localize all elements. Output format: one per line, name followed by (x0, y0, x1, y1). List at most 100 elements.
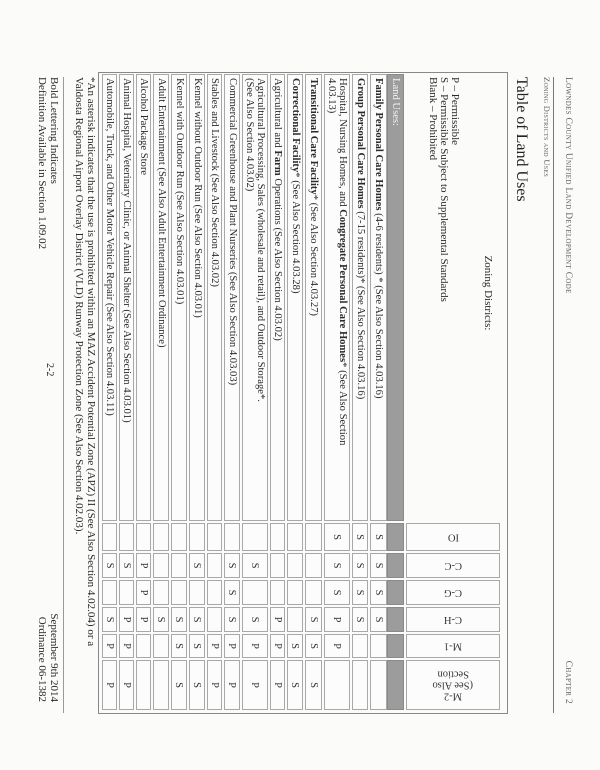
column-header-label: M-1 (443, 640, 463, 652)
permission-cell (207, 523, 222, 551)
permission-cell: S (224, 553, 240, 578)
permission-cell: S (287, 660, 303, 710)
land-use-text-part: (7-15 residents)* (See Also Section 4.03… (354, 208, 366, 400)
permission-cell: S (189, 607, 205, 632)
land-use-text-part: Stables and Livestock (See Also Section … (209, 78, 221, 287)
permission-cell (242, 523, 268, 551)
land-use-text: Kennel with Outdoor Run (See Also Sectio… (173, 78, 185, 304)
permission-cell: S (370, 580, 387, 605)
permission-cell: P (224, 660, 240, 710)
land-use-text: Alcohol Package Store (138, 78, 150, 176)
permission-cell: S (224, 607, 240, 632)
defined-term: Correctional Facility (289, 78, 301, 173)
permission-cell (189, 523, 205, 551)
land-use-text: Agricultural Processing, Sales (wholesal… (244, 78, 267, 402)
permission-cell (136, 523, 151, 551)
column-header: M-1 (406, 634, 500, 658)
land-use-name: Adult Entertainment (See Also Adult Ente… (153, 74, 169, 521)
permission-cell (242, 580, 268, 605)
land-use-text-part: Agricultural and (272, 78, 284, 151)
permission-cell (352, 660, 368, 710)
land-use-name: Stables and Livestock (See Also Section … (207, 74, 222, 521)
land-use-name: Agricultural and Farm Operations (See Al… (270, 74, 285, 521)
land-use-name: Hospital, Nursing Homes, and Congregate … (324, 74, 350, 521)
land-use-text: Correctional Facility* (See Also Section… (289, 78, 301, 293)
land-uses-label: Land Uses: (390, 78, 402, 126)
permission-cell (207, 553, 222, 578)
permission-cell: S (305, 634, 322, 658)
permission-cell (207, 580, 222, 605)
permission-cell: P (119, 634, 134, 658)
revision-date: September 9th 2014 (48, 613, 60, 702)
permission-cell (324, 660, 350, 710)
column-header: C-C (406, 553, 500, 578)
permission-cell (270, 580, 285, 605)
land-use-name: Animal Hospital, Veterinary Clinic, or A… (119, 74, 134, 521)
permission-cell (153, 553, 169, 578)
land-use-name: Correctional Facility* (See Also Section… (287, 74, 303, 521)
permission-cell: P (119, 660, 134, 710)
permission-cell: S (324, 580, 350, 605)
column-header-label: IO (447, 531, 459, 543)
permission-cell (171, 523, 187, 551)
header-rule (553, 77, 554, 713)
permission-cell (136, 660, 151, 710)
permission-cell: S (352, 580, 368, 605)
page-title: Table of Land Uses (513, 77, 530, 202)
permission-cell: P (136, 553, 151, 578)
permission-cell: S (370, 523, 387, 551)
chapter-label: Chapter 2 (563, 660, 573, 704)
band-cell (387, 523, 404, 551)
permission-cell (370, 660, 387, 710)
permission-cell: P (242, 634, 268, 658)
permission-cell: P (242, 660, 268, 710)
land-use-name: Agricultural Processing, Sales (wholesal… (242, 74, 268, 521)
permission-cell (102, 580, 117, 605)
bold-note-line-1: Bold Lettering Indicates (48, 77, 60, 184)
permission-cell: P (136, 607, 151, 632)
permission-cell (119, 580, 134, 605)
land-use-text-part: Automobile, Truck, and Other Motor Vehic… (104, 78, 116, 416)
land-use-name: Alcohol Package Store (136, 74, 151, 521)
land-use-name: Commercial Greenhouse and Plant Nurserie… (224, 74, 240, 521)
permission-cell (287, 580, 303, 605)
permission-cell (153, 634, 169, 658)
permission-cell (153, 580, 169, 605)
legend-supplemental: S – Permissible Subject to Supplemental … (438, 77, 450, 302)
permission-cell: S (305, 607, 322, 632)
land-use-name: Group Personal Care Homes (7-15 resident… (352, 74, 368, 521)
land-use-text-part: Agricultural Processing, Sales (wholesal… (244, 78, 267, 402)
land-use-text: Animal Hospital, Veterinary Clinic, or A… (121, 78, 132, 423)
land-use-text-part: Kennel with Outdoor Run (See Also Sectio… (173, 78, 185, 305)
land-use-text-part: Alcohol Package Store (138, 78, 150, 176)
permission-cell: S (242, 607, 268, 632)
permission-cell: S (119, 553, 134, 578)
band-cell (387, 607, 404, 632)
defined-term: Congregate Personal Care Homes (337, 209, 349, 363)
land-use-name: Transitional Care Facility* (See Also Se… (305, 74, 322, 521)
defined-term: Transitional Care Facility (308, 78, 320, 195)
permission-cell: S (171, 634, 187, 658)
permission-cell (102, 523, 117, 551)
footnote-line-2: Valdosta Regional Airport Overlay Distri… (73, 77, 85, 535)
legend-prohibited: Blank – Prohibited (427, 77, 439, 161)
permission-cell (153, 523, 169, 551)
land-use-name: Kennel with Outdoor Run (See Also Sectio… (171, 74, 187, 521)
land-use-text-part: * (See Also Section 4.03.28) (289, 172, 301, 294)
permission-cell: S (352, 607, 368, 632)
permission-cell: P (102, 634, 117, 658)
permission-cell (270, 523, 285, 551)
permission-cell: S (189, 660, 205, 710)
land-use-text-part: Kennel without Outdoor Run (See Also Sec… (191, 78, 203, 318)
code-title: Lowndes County Unified Land Development … (563, 77, 573, 294)
land-use-name: Family Personal Care Homes (4-6 resident… (370, 74, 387, 521)
land-use-text: Agricultural and Farm Operations (See Al… (272, 78, 284, 341)
page-number: 2-2 (44, 363, 55, 377)
permission-cell: S (224, 580, 240, 605)
permission-cell (287, 523, 303, 551)
permission-cell (370, 634, 387, 658)
permission-cell (287, 607, 303, 632)
permission-cell (305, 523, 322, 551)
permission-cell (171, 580, 187, 605)
